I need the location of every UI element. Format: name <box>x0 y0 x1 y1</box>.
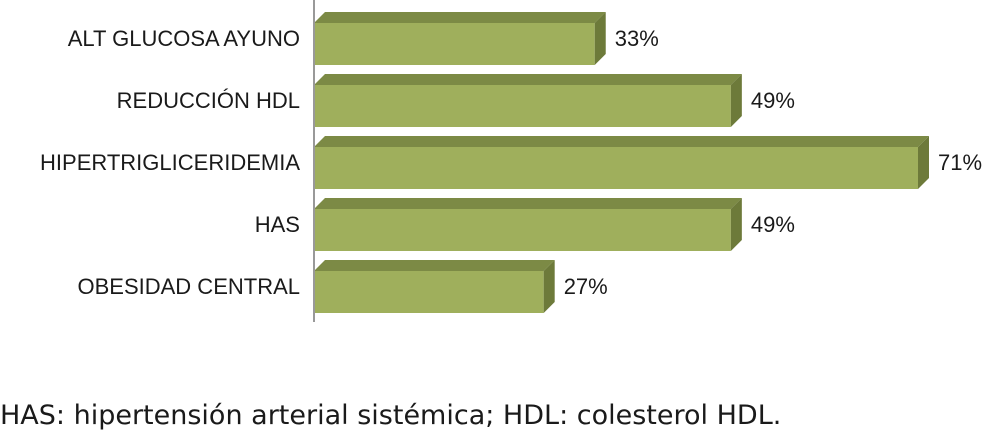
category-label-4: OBESIDAD CENTRAL <box>78 274 301 299</box>
value-label-4: 27% <box>564 274 608 299</box>
bar-3 <box>314 209 731 251</box>
footnote: HAS: hipertensión arterial sistémica; HD… <box>0 400 782 431</box>
value-label-1: 49% <box>751 88 795 113</box>
bar-side-4 <box>543 260 555 313</box>
category-label-0: ALT GLUCOSA AYUNO <box>68 26 300 51</box>
bar-side-1 <box>730 74 742 127</box>
category-label-1: REDUCCIÓN HDL <box>117 88 300 113</box>
bar-top-1 <box>314 74 742 85</box>
bar-chart: ALT GLUCOSA AYUNO 33% REDUCCIÓN HDL 49% HIPE… <box>40 0 982 322</box>
bar-side-3 <box>730 198 742 251</box>
bar-top-3 <box>314 198 742 209</box>
category-label-2: HIPERTRIGLICERIDEMIA <box>40 150 300 175</box>
value-label-3: 49% <box>751 212 795 237</box>
bar-1 <box>314 85 731 127</box>
bar-top-4 <box>314 260 555 271</box>
bar-2 <box>314 147 918 189</box>
bar-top-2 <box>314 136 929 147</box>
bar-side-0 <box>594 12 606 65</box>
value-label-2: 71% <box>938 150 982 175</box>
bar-0 <box>314 23 595 65</box>
labels-group: ALT GLUCOSA AYUNO 33% REDUCCIÓN HDL 49% HIPE… <box>40 26 982 299</box>
bar-top-0 <box>314 12 606 23</box>
bar-4 <box>314 271 544 313</box>
category-label-3: HAS <box>255 212 300 237</box>
bars-group <box>314 12 929 313</box>
value-label-0: 33% <box>615 26 659 51</box>
bar-side-2 <box>918 136 929 189</box>
